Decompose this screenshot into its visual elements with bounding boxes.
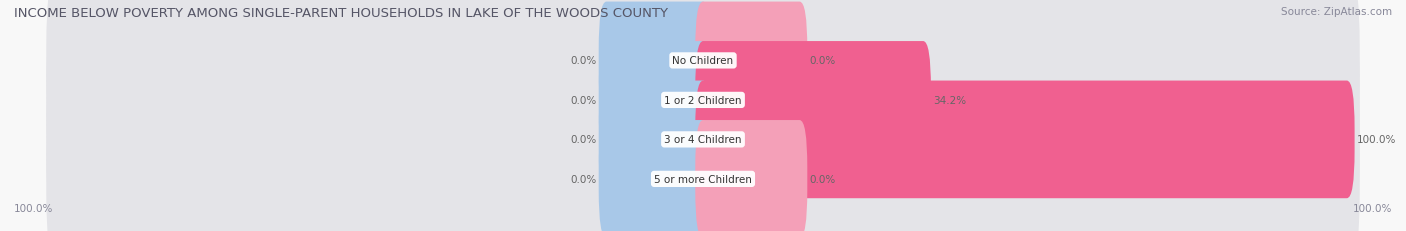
Text: 0.0%: 0.0%: [571, 56, 596, 66]
Text: 5 or more Children: 5 or more Children: [654, 174, 752, 184]
Text: 100.0%: 100.0%: [14, 204, 53, 214]
FancyBboxPatch shape: [696, 121, 807, 231]
Text: INCOME BELOW POVERTY AMONG SINGLE-PARENT HOUSEHOLDS IN LAKE OF THE WOODS COUNTY: INCOME BELOW POVERTY AMONG SINGLE-PARENT…: [14, 7, 668, 20]
FancyBboxPatch shape: [599, 121, 710, 231]
FancyBboxPatch shape: [46, 88, 1360, 231]
Legend: Single Father, Single Mother: Single Father, Single Mother: [607, 230, 799, 231]
Text: 0.0%: 0.0%: [571, 95, 596, 105]
Text: Source: ZipAtlas.com: Source: ZipAtlas.com: [1281, 7, 1392, 17]
FancyBboxPatch shape: [46, 10, 1360, 191]
Text: 0.0%: 0.0%: [571, 135, 596, 145]
Text: 0.0%: 0.0%: [810, 174, 835, 184]
FancyBboxPatch shape: [599, 81, 710, 198]
Text: 0.0%: 0.0%: [571, 174, 596, 184]
FancyBboxPatch shape: [599, 42, 710, 159]
Text: 3 or 4 Children: 3 or 4 Children: [664, 135, 742, 145]
FancyBboxPatch shape: [696, 42, 931, 159]
FancyBboxPatch shape: [599, 3, 710, 120]
Text: No Children: No Children: [672, 56, 734, 66]
FancyBboxPatch shape: [46, 49, 1360, 231]
Text: 100.0%: 100.0%: [1353, 204, 1392, 214]
Text: 1 or 2 Children: 1 or 2 Children: [664, 95, 742, 105]
Text: 100.0%: 100.0%: [1357, 135, 1396, 145]
FancyBboxPatch shape: [696, 3, 807, 120]
Text: 34.2%: 34.2%: [932, 95, 966, 105]
FancyBboxPatch shape: [46, 0, 1360, 152]
Text: 0.0%: 0.0%: [810, 56, 835, 66]
FancyBboxPatch shape: [696, 81, 1354, 198]
